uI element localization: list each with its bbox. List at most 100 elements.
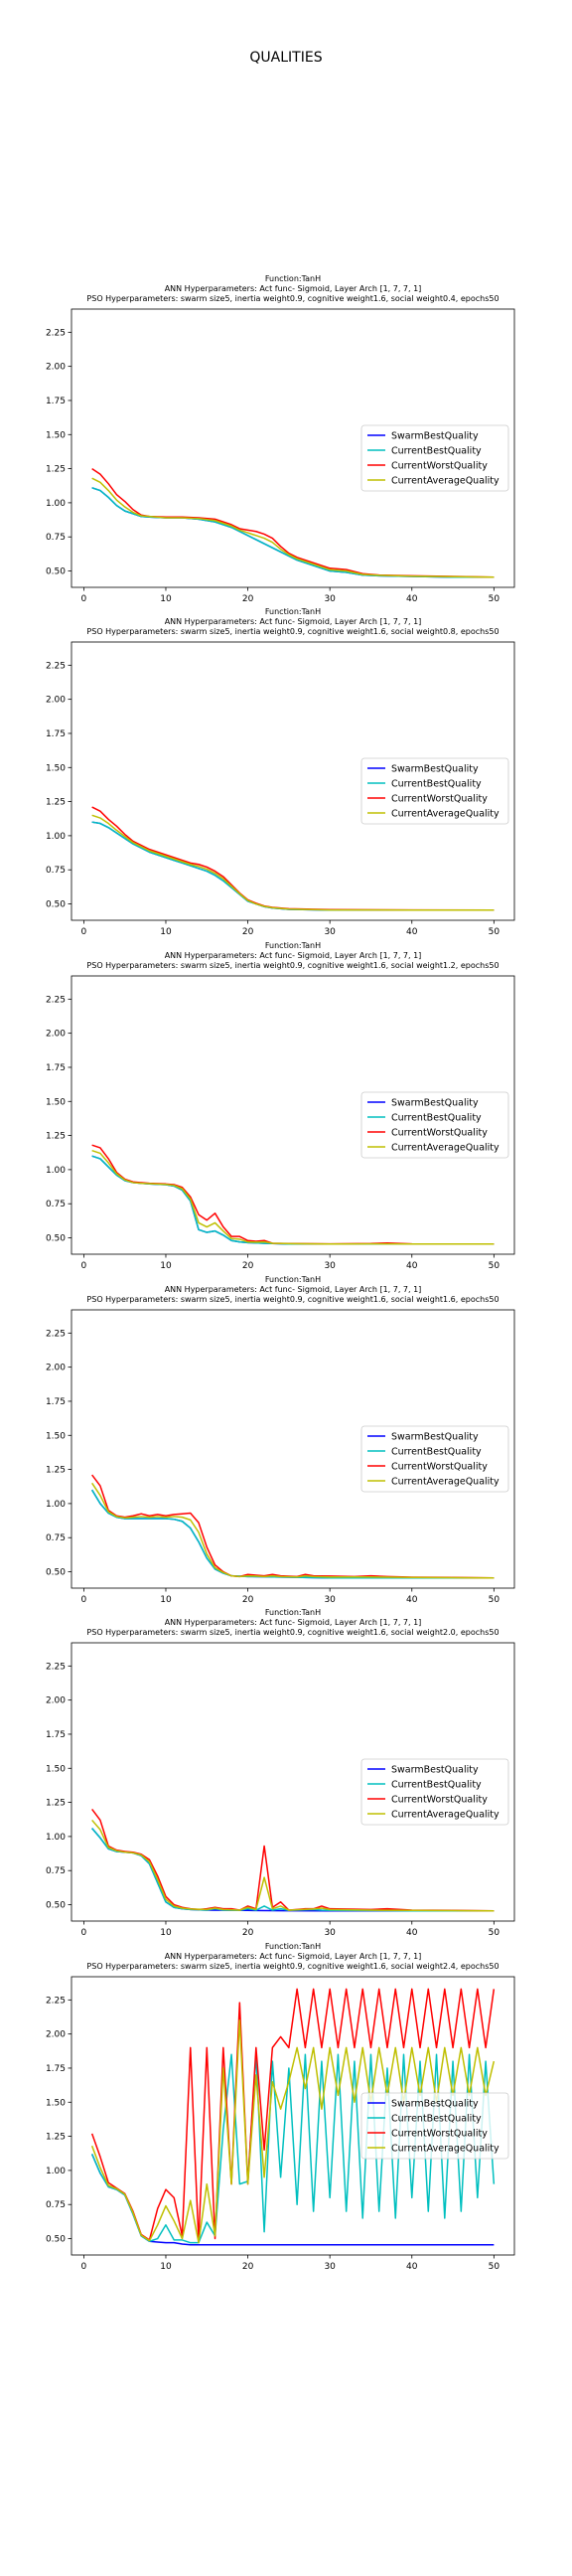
subplot-2-title-line-2: ANN Hyperparameters: Act func- Sigmoid, … [165, 617, 422, 626]
subplot-4-axes-frame [71, 1309, 515, 1589]
subplot-3-title-line-1: Function:TanH [265, 941, 321, 950]
series-line-current-average-quality [90, 2019, 496, 2244]
y-tick-label: 1.25 [46, 798, 66, 808]
x-tick-label: 20 [242, 1261, 254, 1271]
x-tick-label: 40 [406, 594, 418, 604]
x-tick-label: 10 [160, 594, 172, 604]
subplot-6-axes-frame [71, 1976, 515, 2256]
subplot-4-title-line-2: ANN Hyperparameters: Act func- Sigmoid, … [165, 1285, 422, 1294]
x-tick-label: 10 [160, 927, 172, 937]
y-tick-label: 1.00 [46, 2167, 66, 2176]
series-line-current-best-quality [90, 2053, 496, 2244]
legend-box [360, 424, 509, 492]
legend-label: CurrentAverageQuality [391, 809, 500, 820]
legend-label: CurrentWorstQuality [391, 2129, 488, 2140]
subplot-4-legend: SwarmBestQuality CurrentBestQuality Curren… [360, 1425, 509, 1493]
y-tick-label: 0.75 [46, 2200, 66, 2210]
x-tick-label: 30 [324, 2262, 336, 2272]
subplot-3-axes-frame [71, 975, 515, 1255]
subplot-6-title-line-3: PSO Hyperparameters: swarm size5, inerti… [86, 1962, 499, 1971]
subplot-5-legend: SwarmBestQuality CurrentBestQuality Curren… [360, 1758, 509, 1826]
legend-label: CurrentBestQuality [391, 1447, 482, 1458]
y-tick-label: 1.50 [46, 763, 66, 773]
subplot-1-legend: SwarmBestQuality CurrentBestQuality Curren… [360, 424, 509, 492]
x-tick-label: 0 [81, 1261, 87, 1271]
subplot-2-title-line-1: Function:TanH [265, 607, 321, 616]
legend-box [360, 2092, 509, 2160]
y-tick-label: 1.00 [46, 499, 66, 509]
x-tick-label: 40 [406, 2262, 418, 2272]
y-tick-label: 1.00 [46, 1500, 66, 1510]
y-tick-label: 2.00 [46, 2030, 66, 2040]
subplot-2-axes-frame [71, 641, 515, 921]
y-tick-label: 1.75 [46, 1063, 66, 1073]
legend-label: CurrentWorstQuality [391, 1795, 488, 1806]
y-tick-label: 1.50 [46, 1764, 66, 1774]
y-tick-label: 1.50 [46, 2098, 66, 2108]
legend-box [360, 757, 509, 825]
x-tick-label: 20 [242, 594, 254, 604]
series-line-current-worst-quality [90, 1988, 496, 2243]
legend-box [360, 1758, 509, 1826]
subplot-1-axes-frame [71, 308, 515, 588]
y-tick-label: 1.75 [46, 729, 66, 739]
series-line-current-average-quality [91, 814, 495, 911]
y-tick-label: 1.00 [46, 1166, 66, 1176]
series-line-current-average-quality [91, 1482, 495, 1579]
legend-label: CurrentAverageQuality [391, 1477, 500, 1488]
legend-label: CurrentAverageQuality [391, 1143, 500, 1154]
subplot-6-legend: SwarmBestQuality CurrentBestQuality Curren… [360, 2092, 509, 2160]
subplot-1-title-line-1: Function:TanH [265, 274, 321, 283]
y-tick-label: 2.00 [46, 696, 66, 706]
x-tick-label: 0 [81, 2262, 87, 2272]
x-tick-label: 10 [160, 1928, 172, 1938]
series-line-current-average-quality [91, 477, 495, 578]
y-tick-label: 1.00 [46, 1833, 66, 1843]
subplot-3-title-line-3: PSO Hyperparameters: swarm size5, inerti… [86, 961, 499, 970]
legend-label: CurrentAverageQuality [391, 2144, 500, 2155]
y-tick-label: 1.25 [46, 1799, 66, 1809]
x-tick-label: 20 [242, 2262, 254, 2272]
y-tick-label: 0.50 [46, 567, 66, 577]
x-tick-label: 30 [324, 1928, 336, 1938]
x-tick-label: 40 [406, 1928, 418, 1938]
y-tick-label: 2.25 [46, 1329, 66, 1339]
legend-label: SwarmBestQuality [391, 764, 479, 775]
x-tick-label: 50 [489, 594, 500, 604]
subplot-1-title-line-3: PSO Hyperparameters: swarm size5, inerti… [86, 294, 499, 303]
x-tick-label: 10 [160, 1595, 172, 1605]
x-tick-label: 50 [489, 2262, 500, 2272]
legend-label: CurrentWorstQuality [391, 461, 488, 472]
subplot-4-title-line-1: Function:TanH [265, 1275, 321, 1284]
legend-label: SwarmBestQuality [391, 1098, 479, 1109]
x-tick-label: 20 [242, 1595, 254, 1605]
x-tick-label: 30 [324, 1261, 336, 1271]
y-tick-label: 2.00 [46, 363, 66, 373]
legend-label: CurrentWorstQuality [391, 1128, 488, 1139]
y-tick-label: 1.50 [46, 430, 66, 440]
figure-title: QUALITIES [249, 50, 322, 66]
subplot-3-legend: SwarmBestQuality CurrentBestQuality Curren… [360, 1091, 509, 1159]
legend-label: SwarmBestQuality [391, 431, 479, 442]
x-tick-label: 0 [81, 1928, 87, 1938]
y-tick-label: 0.50 [46, 900, 66, 910]
x-tick-label: 10 [160, 2262, 172, 2272]
y-tick-label: 0.75 [46, 1533, 66, 1543]
y-tick-label: 2.00 [46, 1364, 66, 1373]
x-tick-label: 20 [242, 927, 254, 937]
y-tick-label: 1.75 [46, 2064, 66, 2074]
legend-label: CurrentBestQuality [391, 779, 482, 790]
y-tick-label: 2.00 [46, 1030, 66, 1040]
subplot-6-series [90, 1988, 496, 2246]
y-tick-label: 2.25 [46, 995, 66, 1005]
subplot-3-title-line-2: ANN Hyperparameters: Act func- Sigmoid, … [165, 951, 422, 960]
y-tick-label: 2.25 [46, 328, 66, 338]
series-line-current-best-quality [91, 487, 495, 578]
legend-label: CurrentBestQuality [391, 2114, 482, 2125]
